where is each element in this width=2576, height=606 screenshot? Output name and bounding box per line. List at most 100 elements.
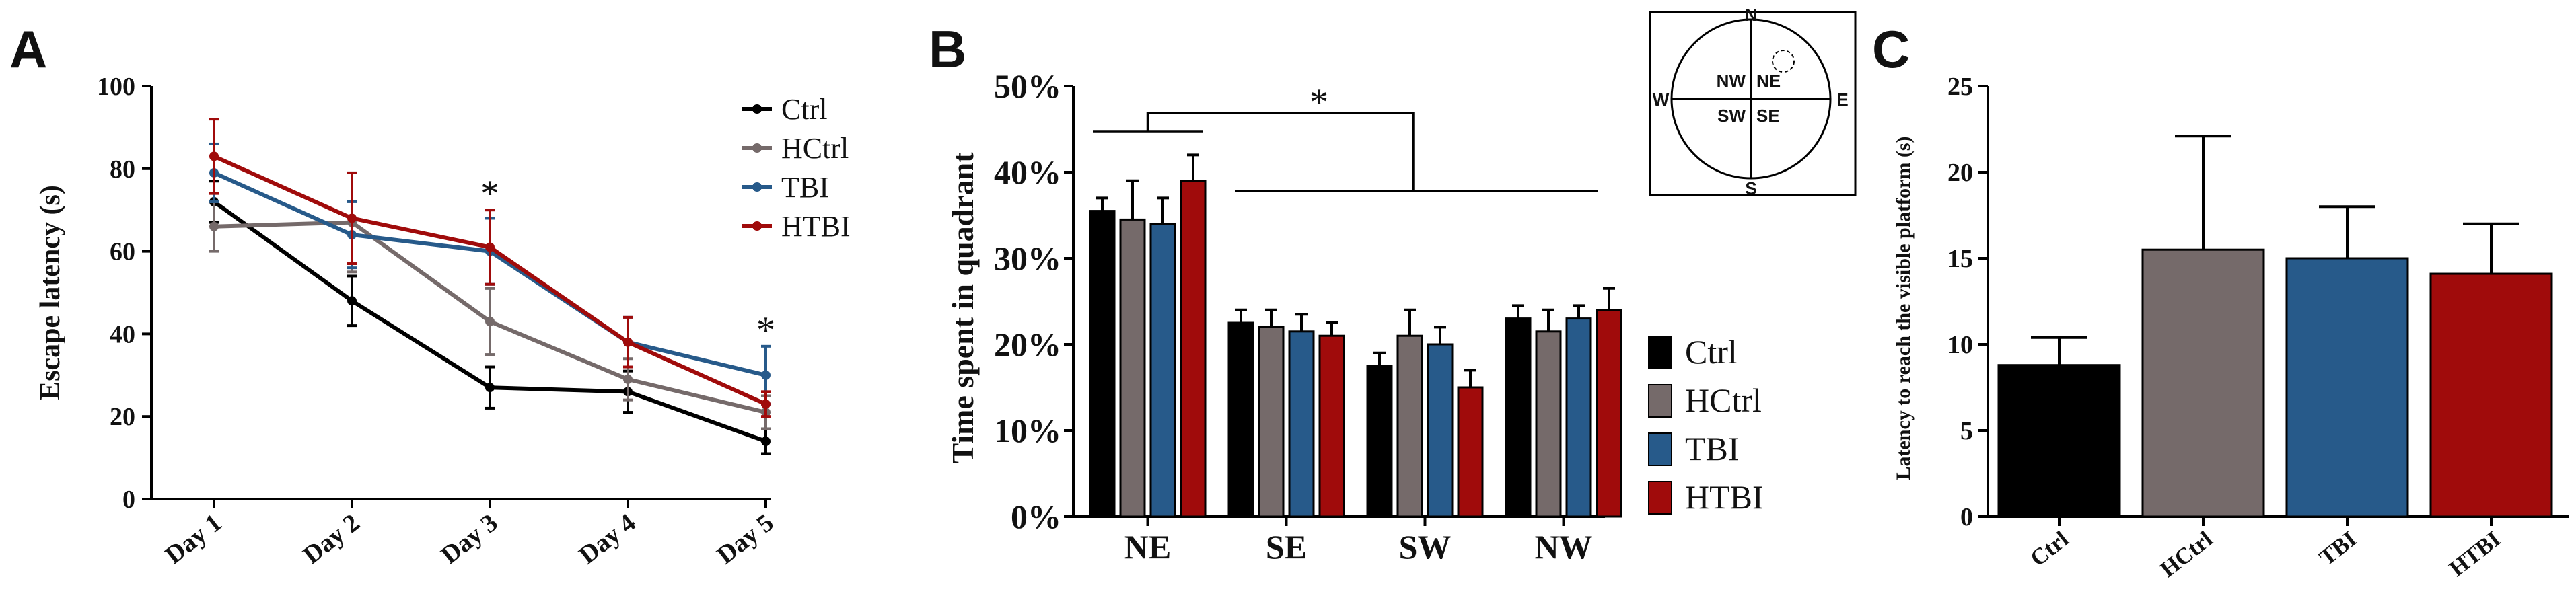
panel-letter-c: C xyxy=(1872,20,1910,79)
inset-quadrant-se: SE xyxy=(1756,106,1780,126)
a-x-tick-label: Day 2 xyxy=(298,508,365,570)
a-legend-label: Ctrl xyxy=(781,93,827,126)
b-bar-hctrl xyxy=(1535,330,1562,518)
c-y-tick-label: 0 xyxy=(1960,503,1973,531)
a-x-tick-label: Day 5 xyxy=(712,508,779,570)
a-y-tick-label: 0 xyxy=(122,486,135,514)
a-y-tick-label: 80 xyxy=(110,155,135,184)
c-x-tick-label: Ctrl xyxy=(2026,527,2073,571)
a-x-tick-label: Day 3 xyxy=(436,508,503,570)
c-bar-tbi xyxy=(2285,257,2409,518)
c-y-tick-label: 25 xyxy=(1947,73,1973,101)
b-bar-hctrl xyxy=(1119,218,1146,518)
panel-a-line-chart: 0 20 40 60 80 100 Day 1 Day 2 Day 3 Day 4 Day 5 Esc… xyxy=(35,73,851,570)
a-x-tick-label: Day 4 xyxy=(574,508,641,570)
b-bar-ctrl xyxy=(1366,365,1393,518)
b-legend-swatch xyxy=(1648,432,1672,466)
b-y-tick-label: 20% xyxy=(994,326,1061,363)
a-point xyxy=(209,151,219,161)
inset-frame xyxy=(1649,11,1857,196)
b-bar-tbi xyxy=(1565,317,1592,518)
b-legend-label: HTBI xyxy=(1685,478,1764,516)
a-point xyxy=(623,337,633,347)
c-bar-hctrl xyxy=(2141,248,2265,518)
a-legend-marker xyxy=(752,143,762,153)
b-bar-tbi xyxy=(1288,330,1315,518)
b-y-tick-label: 0% xyxy=(1011,498,1061,535)
b-y-axis-title: Time spent in quadrant xyxy=(945,152,980,464)
b-y-tick-label: 40% xyxy=(994,153,1061,191)
a-point xyxy=(761,370,771,380)
panel-c-bar-chart: 0 5 10 15 20 25 Latency to reach the visible p… xyxy=(1892,73,2569,582)
b-legend-swatch xyxy=(1648,336,1672,369)
b-bar-ctrl xyxy=(1227,321,1254,518)
inset-direction-s: S xyxy=(1745,178,1756,198)
a-y-tick-label: 60 xyxy=(110,238,135,266)
inset-direction-w: W xyxy=(1653,89,1670,110)
c-bar-ctrl xyxy=(1997,364,2121,518)
b-x-tick-label: NW xyxy=(1534,528,1592,566)
b-bracket-lines xyxy=(1093,112,1598,192)
b-bar-htbi xyxy=(1180,180,1207,518)
b-bar-tbi xyxy=(1149,223,1176,518)
a-significance-star: * xyxy=(756,309,775,351)
c-y-tick-label: 20 xyxy=(1947,159,1973,187)
panel-b-bar-chart: 0% 10% 20% 30% 40% 50% Time spent in quadrant N… xyxy=(945,67,1764,566)
b-bar-hctrl xyxy=(1396,334,1423,518)
b-y-tick-label: 30% xyxy=(994,239,1061,277)
a-legend-marker xyxy=(752,221,762,231)
b-bar-tbi xyxy=(1427,343,1454,518)
a-legend-marker xyxy=(752,182,762,192)
b-y-tick-label: 50% xyxy=(994,67,1061,105)
a-point xyxy=(761,437,771,447)
b-x-tick-label: SW xyxy=(1399,528,1452,566)
a-y-tick-label: 40 xyxy=(110,320,135,348)
a-y-tick-label: 20 xyxy=(110,403,135,431)
b-bar-htbi xyxy=(1318,334,1345,518)
a-point xyxy=(485,242,495,252)
a-point xyxy=(209,221,219,231)
a-point xyxy=(485,383,495,393)
b-x-tick-label: NE xyxy=(1124,528,1171,566)
c-x-tick-label: HCtrl xyxy=(2156,527,2217,582)
b-x-tick-label: SE xyxy=(1266,528,1307,566)
b-significance-bracket xyxy=(1093,112,1598,192)
a-point xyxy=(347,213,357,223)
a-legend-label: HTBI xyxy=(781,210,851,243)
b-bar-htbi xyxy=(1596,309,1622,518)
a-point xyxy=(485,316,495,326)
c-y-tick-label: 10 xyxy=(1947,331,1973,359)
a-series-ctrl xyxy=(209,180,771,455)
a-y-tick-label: 100 xyxy=(97,73,135,101)
c-y-tick-label: 5 xyxy=(1960,417,1973,445)
a-legend-label: TBI xyxy=(781,171,829,204)
b-legend-label: HCtrl xyxy=(1685,381,1762,419)
a-x-tick-label: Day 1 xyxy=(160,508,227,570)
a-point xyxy=(347,296,357,306)
platform-marker xyxy=(1772,50,1795,73)
a-legend-marker xyxy=(752,104,762,114)
b-legend-label: Ctrl xyxy=(1685,333,1738,371)
panel-letter-b: B xyxy=(929,20,966,79)
b-bar-htbi xyxy=(1457,386,1484,518)
c-bar-htbi xyxy=(2429,272,2553,518)
inset-direction-e: E xyxy=(1836,89,1848,110)
a-y-axis-title: Escape latency (s) xyxy=(35,185,66,400)
b-legend-swatch xyxy=(1648,481,1672,515)
inset-direction-n: N xyxy=(1745,5,1758,25)
inset-quadrant-nw: NW xyxy=(1717,71,1746,91)
a-legend-label: HCtrl xyxy=(781,132,849,165)
a-point xyxy=(623,374,633,384)
b-bar-hctrl xyxy=(1258,326,1285,518)
c-y-tick-label: 15 xyxy=(1947,245,1973,273)
inset-quadrant-sw: SW xyxy=(1717,106,1746,126)
b-legend-label: TBI xyxy=(1685,430,1740,467)
a-series-htbi xyxy=(209,118,771,418)
b-legend-swatch xyxy=(1648,384,1672,418)
inset-quadrant-ne: NE xyxy=(1756,71,1781,91)
b-y-tick-label: 10% xyxy=(994,412,1061,449)
panel-letter-a: A xyxy=(9,20,47,79)
b-bar-ctrl xyxy=(1505,317,1532,518)
b-significance-star: * xyxy=(1310,81,1328,123)
